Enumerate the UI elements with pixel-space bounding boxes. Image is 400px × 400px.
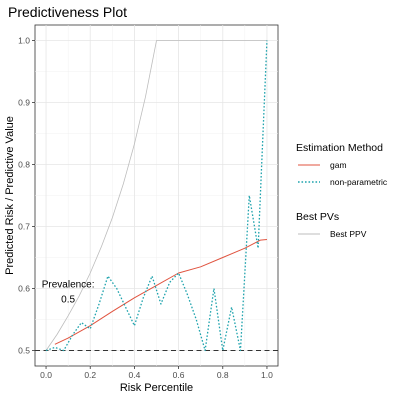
legend-group-title: Estimation Method xyxy=(296,142,383,154)
plot-panel: Prevalence: 0.5 xyxy=(34,24,279,367)
prevalence-annotation-label: Prevalence: xyxy=(42,280,95,291)
legend-label-non-parametric: non-parametric xyxy=(330,177,388,187)
y-axis-title: Predicted Risk / Predictive Value xyxy=(4,116,16,275)
y-axis: 0.5 0.6 0.7 0.8 0.9 1.0 xyxy=(18,36,35,356)
chart-title: Predictiveness Plot xyxy=(8,4,127,20)
legend-group-title: Best PVs xyxy=(296,211,339,223)
x-tick-label: 0.6 xyxy=(173,370,185,380)
prevalence-annotation-value: 0.5 xyxy=(61,295,75,306)
x-axis-title: Risk Percentile xyxy=(120,382,193,394)
grid-minor xyxy=(35,25,278,366)
legend: Estimation Method gam non-parametric Best P… xyxy=(296,142,388,239)
series-line-non-parametric xyxy=(45,40,268,352)
x-tick-label: 0.4 xyxy=(128,370,140,380)
x-tick-label: 0.2 xyxy=(84,370,96,380)
y-tick-label: 0.8 xyxy=(18,160,30,170)
series-layer xyxy=(35,40,278,352)
series-line-gam xyxy=(54,239,267,345)
legend-label-best-ppv: Best PPV xyxy=(330,229,367,239)
series-line-best-ppv xyxy=(45,40,267,351)
y-tick-label: 1.0 xyxy=(18,36,30,46)
annotation-layer: Prevalence: 0.5 xyxy=(42,280,95,306)
x-tick-label: 0.8 xyxy=(217,370,229,380)
x-tick-label: 0.0 xyxy=(40,370,52,380)
x-axis: 0.0 0.2 0.4 0.6 0.8 1.0 xyxy=(40,366,273,380)
legend-label-gam: gam xyxy=(330,160,347,170)
y-tick-label: 0.6 xyxy=(18,284,30,294)
x-tick-label: 1.0 xyxy=(261,370,273,380)
y-tick-label: 0.9 xyxy=(18,98,30,108)
y-tick-label: 0.5 xyxy=(18,346,30,356)
y-tick-label: 0.7 xyxy=(18,222,30,232)
